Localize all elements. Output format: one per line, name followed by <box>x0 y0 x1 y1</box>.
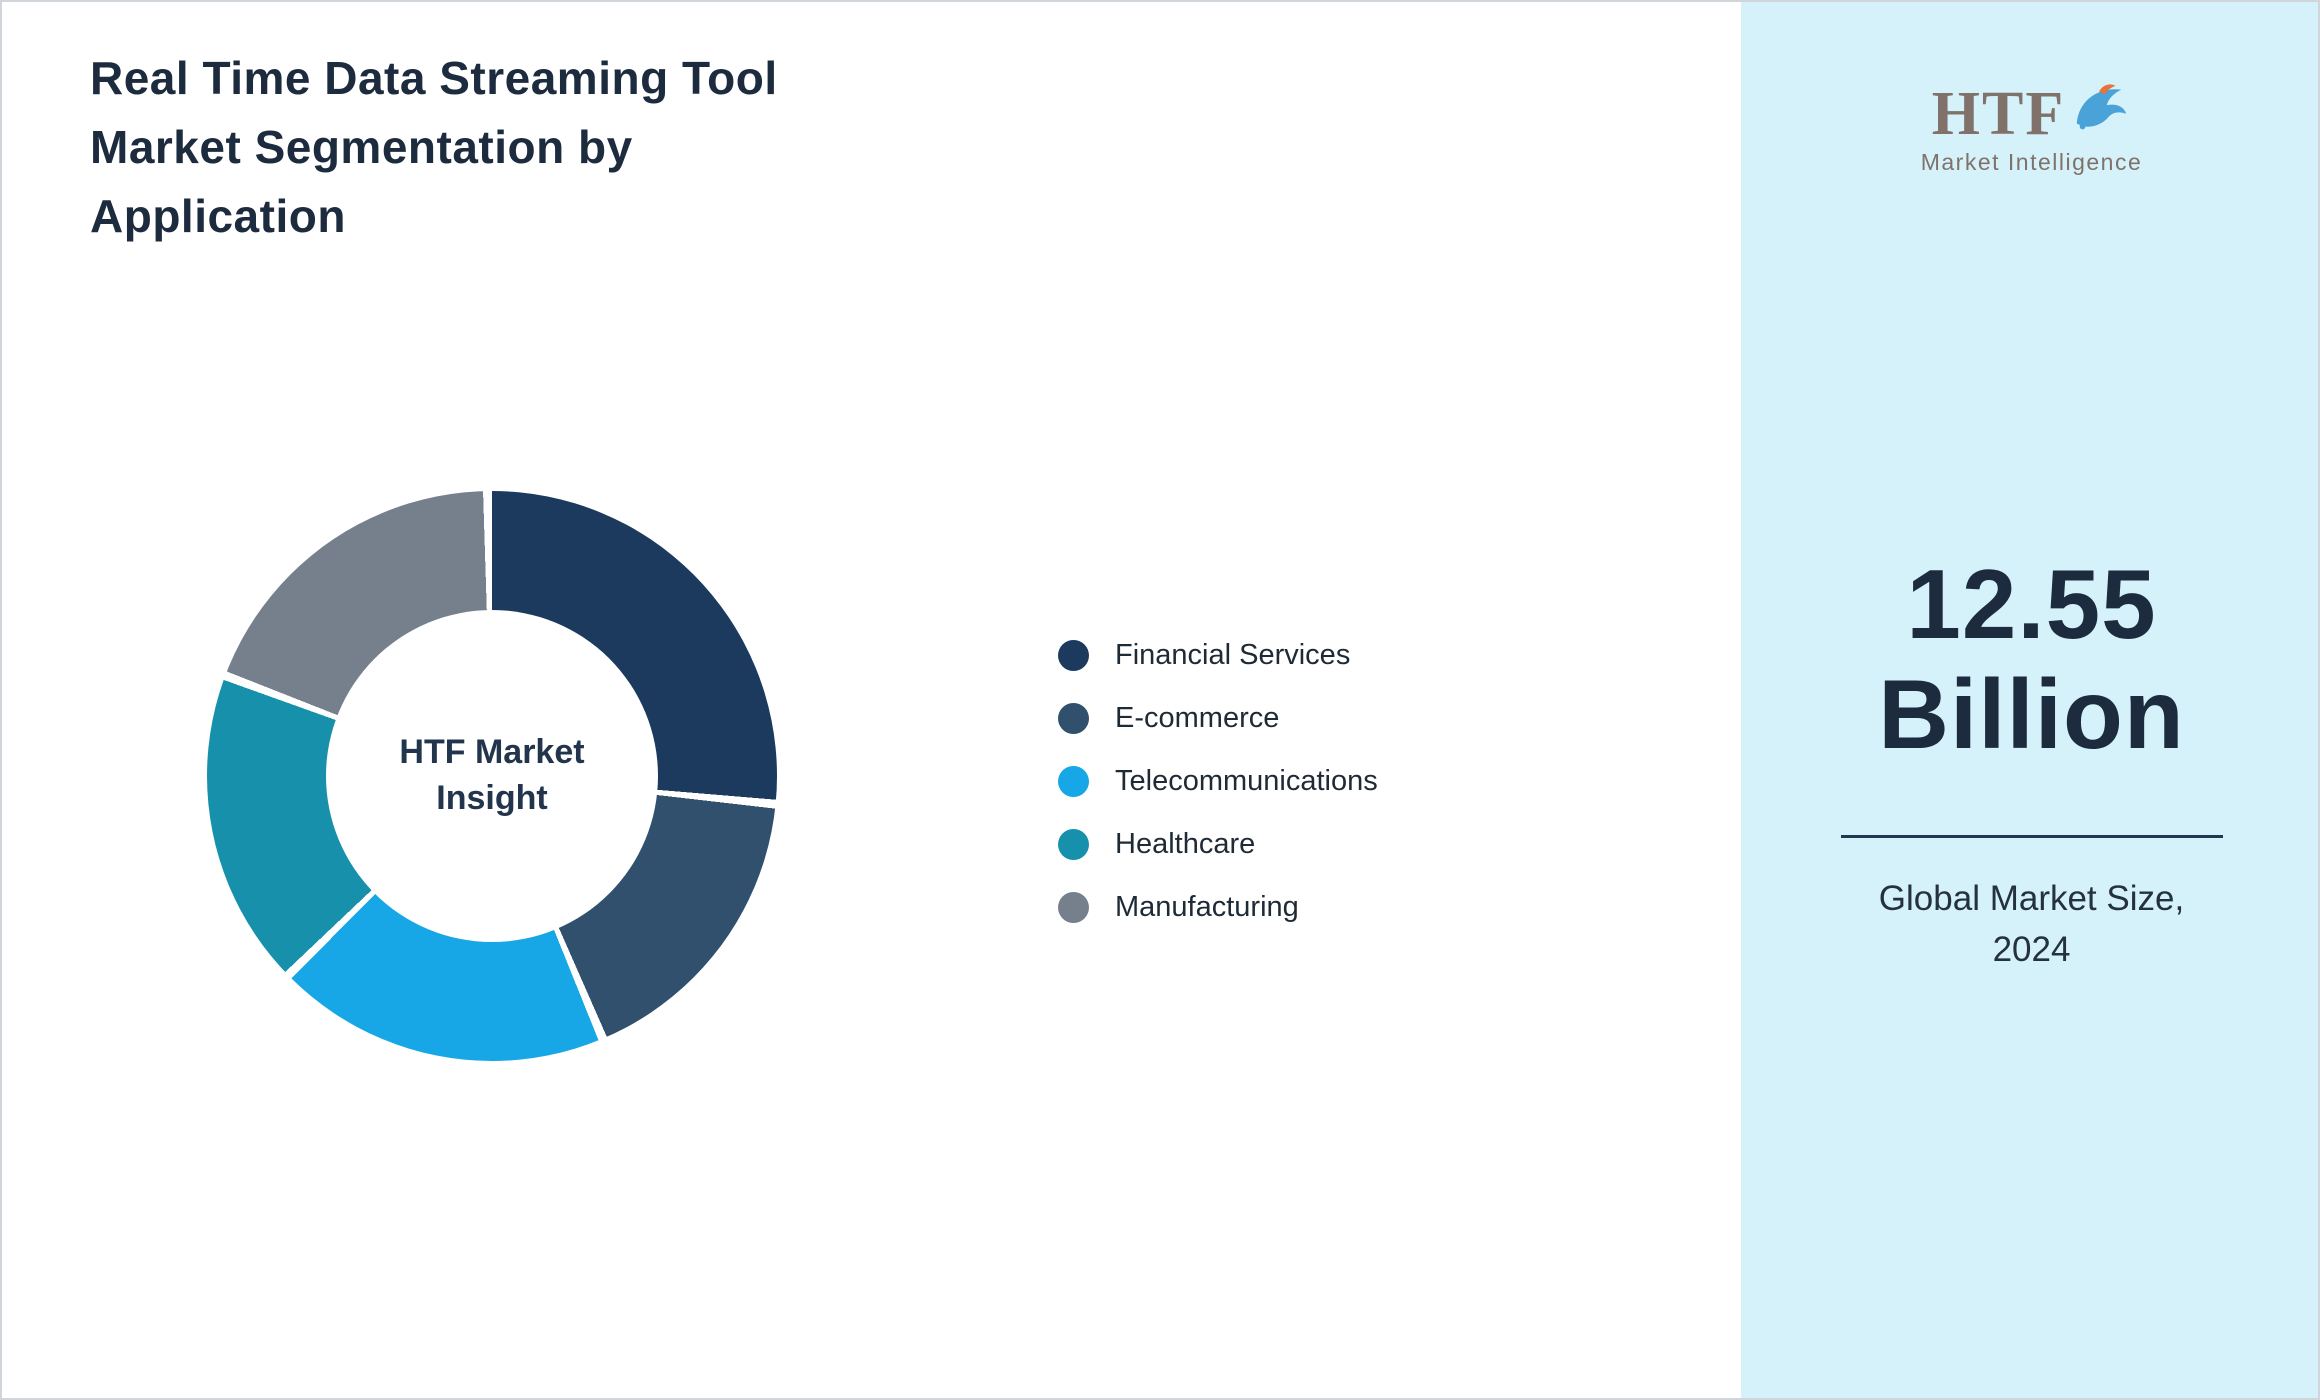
donut-center-label: HTF Market Insight <box>399 733 585 817</box>
legend-swatch <box>1058 703 1089 734</box>
legend-swatch <box>1058 640 1089 671</box>
legend-swatch <box>1058 829 1089 860</box>
market-size-value: 12.55 Billion <box>1878 549 2185 769</box>
logo-subtext: Market Intelligence <box>1920 149 2143 175</box>
legend-swatch <box>1058 766 1089 797</box>
legend-label: Financial Services <box>1115 639 1351 671</box>
dolphin-icon <box>2069 80 2131 141</box>
legend-swatch <box>1058 892 1089 923</box>
chart-legend: Financial Services E-commerce Telecommunic… <box>1058 624 1378 939</box>
legend-item: Financial Services <box>1058 624 1378 687</box>
legend-label: Healthcare <box>1115 828 1256 860</box>
side-panel: HTF Market Intelligence 12.55 Billion Gl… <box>1741 2 2318 1398</box>
legend-item: Telecommunications <box>1058 750 1378 813</box>
legend-label: E-commerce <box>1115 702 1280 734</box>
legend-label: Telecommunications <box>1115 765 1378 797</box>
legend-item: Manufacturing <box>1058 876 1378 939</box>
legend-item: E-commerce <box>1058 687 1378 750</box>
htf-logo: HTF Market Intelligence <box>1741 80 2318 176</box>
logo-text: HTF <box>1931 80 2066 148</box>
donut-hole: HTF Market Insight <box>326 610 658 942</box>
legend-item: Healthcare <box>1058 813 1378 876</box>
market-size-label: Global Market Size, 2024 <box>1878 879 2185 969</box>
donut-chart: HTF Market Insight <box>207 491 777 1061</box>
legend-label: Manufacturing <box>1115 891 1299 923</box>
page-title: Real Time Data Streaming Tool Market Seg… <box>90 52 778 242</box>
divider-line <box>1840 835 2223 838</box>
